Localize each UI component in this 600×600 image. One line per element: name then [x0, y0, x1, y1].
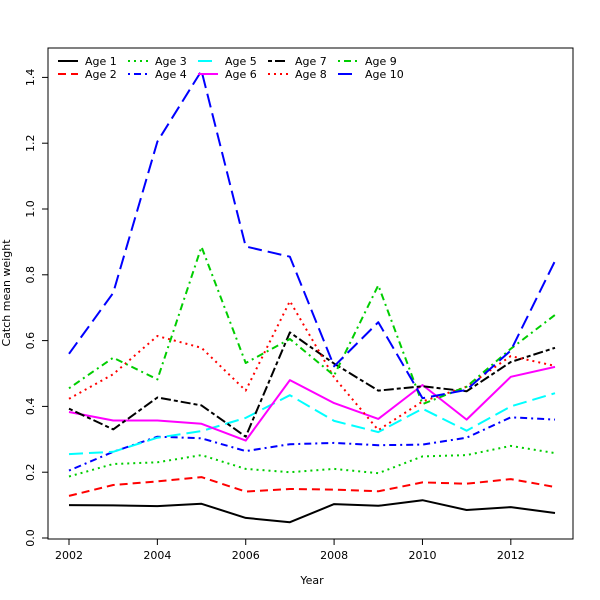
series-line-age-1: [68, 499, 556, 524]
series-line-age-10: [68, 69, 556, 400]
x-axis-title: Year: [299, 574, 324, 587]
legend-label: Age 4: [155, 68, 187, 81]
x-tick-label: 2012: [497, 549, 525, 562]
series-line-age-2: [68, 476, 556, 497]
legend-label: Age 2: [85, 68, 117, 81]
legend-label: Age 9: [365, 55, 397, 68]
series-line-age-9: [68, 245, 556, 406]
x-tick-label: 2004: [143, 549, 171, 562]
y-tick-label: 0.6: [24, 332, 37, 350]
y-tick-label: 0.8: [24, 266, 37, 284]
y-tick-label: 0.2: [24, 463, 37, 481]
series-line-age-6: [68, 365, 556, 442]
x-tick-label: 2006: [232, 549, 260, 562]
y-axis-title: Catch mean weight: [0, 239, 13, 347]
y-axis: 0.0 0.2 0.4 0.6 0.8 1.0 1.2 1.4: [24, 69, 48, 547]
series-line-age-3: [68, 444, 556, 478]
legend-label: Age 6: [225, 68, 257, 81]
x-tick-label: 2010: [408, 549, 436, 562]
x-tick-label: 2002: [55, 549, 83, 562]
legend-label: Age 1: [85, 55, 117, 68]
series-line-age-4: [68, 416, 556, 472]
x-axis: 2002 2004 2006 2008 2010 2012: [55, 539, 525, 562]
legend-label: Age 7: [295, 55, 327, 68]
y-tick-label: 0.4: [24, 398, 37, 416]
legend-label: Age 3: [155, 55, 187, 68]
plot-frame: [47, 47, 574, 540]
legend-label: Age 8: [295, 68, 327, 81]
x-tick-label: 2008: [320, 549, 348, 562]
series-layer: [68, 69, 556, 524]
series-line-age-7: [68, 331, 556, 438]
series-line-age-8: [68, 300, 556, 432]
legend-label: Age 10: [365, 68, 404, 81]
y-tick-label: 1.0: [24, 200, 37, 218]
y-tick-label: 0.0: [24, 529, 37, 547]
legend-label: Age 5: [225, 55, 257, 68]
y-tick-label: 1.2: [24, 134, 37, 152]
y-tick-label: 1.4: [24, 69, 37, 87]
series-line-age-5: [68, 392, 556, 456]
